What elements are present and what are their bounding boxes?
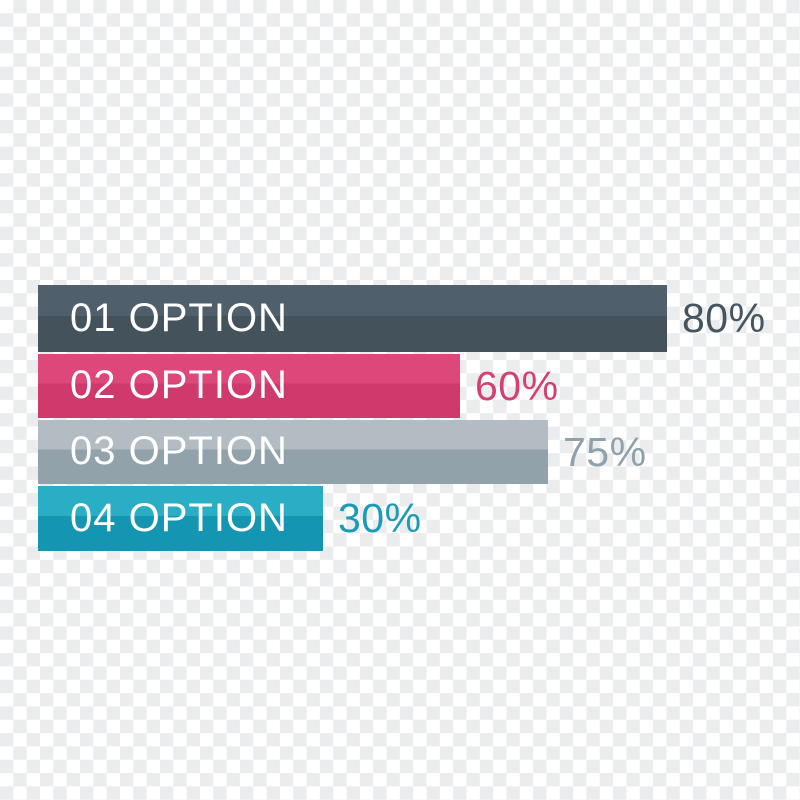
bar-label-option-04: 04 OPTION	[70, 495, 288, 540]
bar-label-option-01: 01 OPTION	[70, 295, 288, 340]
value-label-option-04: 30%	[338, 495, 422, 541]
bar-row: 01 OPTION 80%	[38, 285, 766, 352]
bar-row: 03 OPTION 75%	[38, 420, 766, 484]
value-label-option-01: 80%	[682, 295, 766, 341]
option-bar-chart: 01 OPTION 80% 02 OPTION 60% 03 OPTION 75…	[38, 285, 766, 553]
value-label-option-03: 75%	[563, 428, 647, 475]
bar-row: 04 OPTION 30%	[38, 486, 766, 551]
bar-label-option-03: 03 OPTION	[70, 429, 288, 473]
bar-option-01: 01 OPTION	[38, 285, 667, 352]
bar-option-03: 03 OPTION	[38, 420, 548, 484]
bar-label-option-02: 02 OPTION	[70, 363, 288, 407]
value-label-option-02: 60%	[475, 362, 559, 409]
bar-option-04: 04 OPTION	[38, 486, 323, 551]
bar-row: 02 OPTION 60%	[38, 354, 766, 418]
bar-option-02: 02 OPTION	[38, 354, 460, 418]
